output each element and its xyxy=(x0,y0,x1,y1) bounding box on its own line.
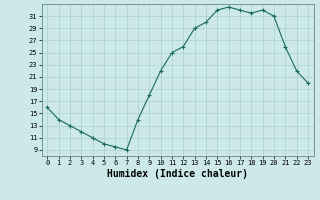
X-axis label: Humidex (Indice chaleur): Humidex (Indice chaleur) xyxy=(107,169,248,179)
